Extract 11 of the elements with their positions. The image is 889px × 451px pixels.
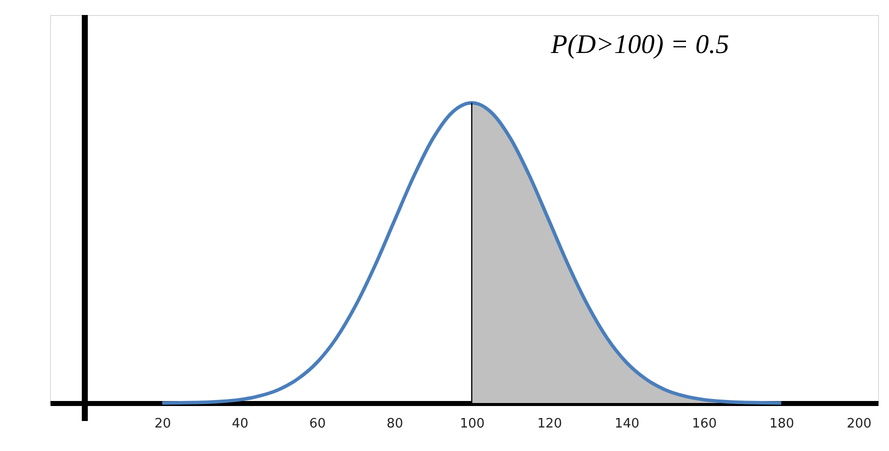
x-tick-label: 160 [692,416,717,432]
x-tick-label: 60 [309,416,326,432]
x-tick-label: 200 [846,416,872,432]
x-tick-label: 80 [386,416,404,432]
x-tick-label: 20 [154,416,171,432]
x-tick-label: 180 [769,416,794,432]
x-tick-label: 120 [537,416,562,432]
text: P(D>100) = 0.5 [550,29,730,59]
x-tick-label: 40 [232,416,248,432]
x-tick-label: 100 [460,416,485,432]
x-tick-label: 140 [614,416,640,432]
